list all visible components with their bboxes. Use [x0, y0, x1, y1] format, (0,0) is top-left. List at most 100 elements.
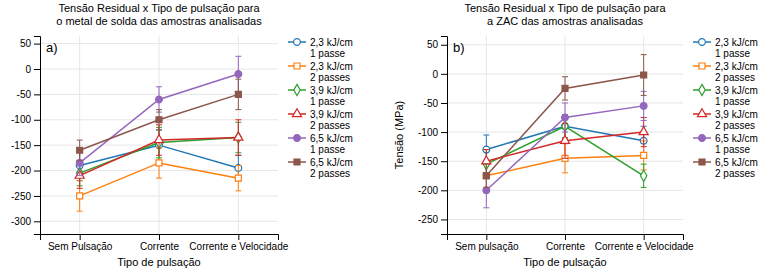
tick-label: -300: [11, 216, 31, 227]
text-line: 2 passes: [715, 168, 755, 179]
tick: -150: [11, 140, 40, 151]
tick-label: 0: [432, 69, 438, 80]
point: [640, 170, 646, 181]
tick-label: -50: [424, 98, 439, 109]
series-line: [80, 74, 239, 163]
tick-label: -250: [11, 191, 31, 202]
legend-label: 3,9 kJ/cm2 passes: [715, 109, 758, 131]
point: [77, 193, 83, 199]
point: [483, 173, 489, 179]
point: [235, 71, 242, 78]
error-bar-cap: [483, 135, 489, 136]
error-bar-cap: [156, 155, 162, 156]
legend-marker: [294, 159, 300, 165]
error-bar-cap: [641, 164, 647, 165]
series: [483, 55, 646, 188]
legend-marker: [699, 84, 705, 95]
legend-label: 6,5 kJ/cm1 passe: [715, 133, 758, 155]
text-line: 2,3 kJ/cm: [310, 37, 353, 48]
title: Tensão Residual x Tipo de pulsação paraa…: [464, 2, 666, 27]
legend-entry: 2,3 kJ/cm2 passes: [288, 61, 353, 83]
tick-label: -100: [418, 127, 438, 138]
text-line: 1 passe: [715, 144, 750, 155]
tick-label: Corrente e Velocidade: [189, 241, 288, 252]
error-bar-cap: [483, 164, 489, 165]
legend-marker: [294, 39, 301, 46]
error-bar-cap: [562, 102, 568, 103]
legend-marker: [294, 135, 301, 142]
error-bar-cap: [235, 165, 241, 166]
point: [639, 127, 648, 135]
legend-label: 6,5 kJ/cm2 passes: [310, 157, 353, 179]
legend-label: 6,5 kJ/cm2 passes: [715, 157, 758, 179]
x-axis: Sem PulsaçãoCorrenteCorrente e Velocidad…: [41, 234, 289, 252]
text-line: 2,3 kJ/cm: [310, 61, 353, 72]
error-bar: [483, 150, 489, 179]
error-bar-cap: [562, 132, 568, 133]
tick-label: -100: [11, 114, 31, 125]
text-line: o metal de solda das amostras analisadas: [56, 15, 262, 27]
text-line: 2,3 kJ/cm: [715, 37, 758, 48]
error-bar-cap: [483, 149, 489, 150]
tick-mark: [80, 234, 81, 240]
tick-mark: [441, 190, 447, 191]
tick-label: -200: [11, 165, 31, 176]
error-bar-cap: [641, 187, 647, 188]
error-bar: [156, 110, 162, 130]
tick-mark: [441, 74, 447, 75]
error-bar-cap: [235, 155, 241, 156]
point: [234, 132, 243, 140]
legend-entry: 3,9 kJ/cm1 passe: [693, 84, 758, 106]
error-bar-cap: [483, 164, 489, 165]
error-bar-cap: [483, 207, 489, 208]
tick-mark: [34, 171, 40, 172]
point: [154, 135, 163, 143]
grid-line: [79, 36, 80, 234]
error-bar-cap: [77, 160, 83, 161]
error-bar-cap: [641, 54, 647, 55]
marks: [75, 56, 243, 211]
text-line: a ZAC das amostras analisadas: [487, 15, 643, 27]
error-bar-cap: [235, 56, 241, 57]
text-line: 1 passe: [715, 96, 750, 107]
tick-label: 0: [25, 64, 31, 75]
point: [641, 72, 647, 78]
tick: -300: [11, 216, 40, 227]
error-bar: [483, 164, 489, 187]
tick: Sem Pulsação: [48, 234, 113, 252]
tick-mark: [441, 103, 447, 104]
legend-label: 3,9 kJ/cm2 passes: [310, 109, 353, 131]
tick-mark: [441, 219, 447, 220]
tick-mark: [644, 234, 645, 240]
legend-marker: [292, 109, 301, 117]
error-bar-cap: [483, 187, 489, 188]
point: [76, 160, 83, 167]
tick-mark: [34, 196, 40, 197]
legend-entry: 2,3 kJ/cm2 passes: [693, 61, 758, 83]
text-line: 1 passe: [310, 48, 345, 59]
error-bar: [562, 103, 568, 132]
point: [77, 147, 83, 153]
series: [76, 130, 241, 181]
tick: Sem pulsação: [455, 234, 519, 252]
tick-mark: [486, 234, 487, 240]
error-bar-cap: [77, 211, 83, 212]
point: [641, 152, 647, 158]
text-line: 2 passes: [310, 120, 350, 131]
x-axis-title: Tipo de pulsação: [523, 256, 606, 268]
point: [156, 96, 163, 103]
error-bar: [77, 140, 83, 160]
panel: Sem pulsaçãoCorrenteCorrente e Velocidad…: [393, 2, 758, 268]
legend-marker: [294, 84, 300, 95]
error-bar-cap: [156, 129, 162, 130]
grid-line: [447, 102, 683, 103]
error-bar-cap: [562, 76, 568, 77]
tick-label: -150: [11, 140, 31, 151]
legend-entry: 3,9 kJ/cm2 passes: [288, 109, 353, 131]
x-axis: Sem pulsaçãoCorrenteCorrente e Velocidad…: [448, 234, 695, 252]
tick-mark: [238, 234, 239, 240]
error-bar: [156, 87, 162, 112]
text-line: 2 passes: [715, 120, 755, 131]
point: [640, 102, 647, 109]
error-bar-cap: [156, 86, 162, 87]
